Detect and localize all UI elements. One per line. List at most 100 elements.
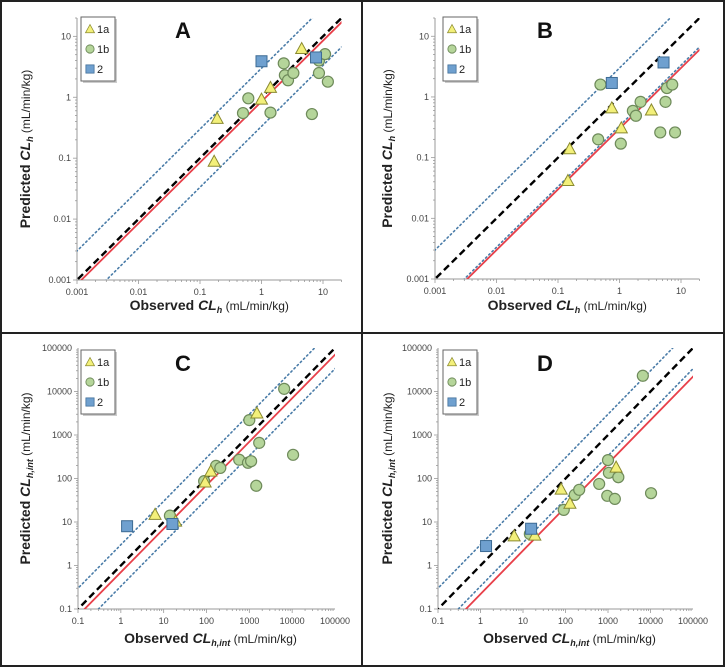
panel-d: 0.1 1 10 100 1000 10000 100000 0.1 1 10 100 1000 100… <box>379 343 708 648</box>
data-point-1a <box>207 154 222 167</box>
lower-fold-line <box>105 45 342 280</box>
x-tick-label: 10 <box>676 286 686 296</box>
data-point-1b <box>601 453 615 467</box>
x-tick-label: 0.1 <box>72 616 85 626</box>
upper-fold-line <box>78 348 316 590</box>
x-tick-label: 100000 <box>320 616 350 626</box>
unity-line <box>435 18 700 279</box>
data-point-1b <box>278 382 291 395</box>
data-point-1a <box>644 102 659 116</box>
y-tick-label: 10 <box>419 31 429 41</box>
x-tick-label: 0.001 <box>424 286 447 296</box>
y-axis-title: Predicted CLh (mL/min/kg) <box>17 70 35 229</box>
data-point-1b <box>594 78 607 91</box>
data-point-1a <box>562 141 577 155</box>
panel-divider-horizontal <box>0 332 725 334</box>
legend-label: 1b <box>459 377 471 389</box>
x-tick-label: 0.01 <box>130 287 148 297</box>
y-tick-label: 100 <box>57 474 72 484</box>
y-tick-label: 100000 <box>42 343 72 353</box>
triangle-icon <box>84 356 96 367</box>
legend-label: 1b <box>459 44 471 56</box>
circle-icon <box>447 44 457 54</box>
data-point-1b <box>242 92 255 105</box>
panel-label: D <box>537 351 553 376</box>
data-point-1b <box>654 126 667 139</box>
data-point-2 <box>310 51 323 64</box>
triangle-icon <box>446 356 458 367</box>
y-tick-label: 0.1 <box>419 604 432 614</box>
y-axis-title: Predicted CLh,int (mL/min/kg) <box>17 392 35 564</box>
data-point-1b <box>659 95 672 108</box>
data-point-1a <box>614 120 629 134</box>
lower-fold-line <box>97 367 335 609</box>
lower-fold-line <box>457 367 693 609</box>
y-axis-title: Predicted CLh (mL/min/kg) <box>379 69 397 228</box>
data-point-1a <box>148 507 162 520</box>
y-tick-label: 1000 <box>412 430 432 440</box>
data-point-1b <box>286 448 300 461</box>
legend-label: 2 <box>459 64 465 76</box>
data-point-1a <box>563 496 577 509</box>
data-point-1b <box>629 109 643 122</box>
triangle-icon <box>446 23 458 34</box>
data-point-1a <box>609 460 623 473</box>
data-point-2 <box>480 540 493 553</box>
regression-line <box>80 21 342 280</box>
x-tick-label: 1 <box>617 286 622 296</box>
legend-marker-1b <box>447 377 457 387</box>
x-tick-label: 1000 <box>598 616 618 626</box>
data-point-1a <box>507 528 522 542</box>
y-tick-label: 0.1 <box>59 604 72 614</box>
data-point-1b <box>636 369 649 382</box>
data-point-1b <box>608 492 621 505</box>
y-tick-label: 10 <box>422 517 432 527</box>
upper-fold-line <box>77 18 314 253</box>
x-tick-label: 0.01 <box>488 286 506 296</box>
data-point-1a <box>254 92 269 105</box>
data-point-2 <box>657 56 670 69</box>
y-tick-label: 1000 <box>52 430 72 440</box>
x-tick-label: 10 <box>318 287 328 297</box>
legend-label: 1a <box>459 357 472 369</box>
data-point-1b <box>236 106 250 120</box>
data-point-1a <box>561 173 575 186</box>
x-tick-label: 10 <box>518 616 528 626</box>
x-tick-label: 0.001 <box>66 287 89 297</box>
data-point-1a <box>210 111 224 124</box>
data-point-1b <box>250 479 263 492</box>
data-point-1b <box>634 95 647 108</box>
data-point-1b <box>644 487 658 500</box>
legend-marker-1b <box>85 44 95 54</box>
circle-icon <box>85 44 95 54</box>
y-tick-label: 10000 <box>47 387 72 397</box>
legend-label: 2 <box>97 397 103 409</box>
data-point-1a <box>604 100 619 114</box>
y-tick-label: 0.1 <box>58 153 71 163</box>
panel-a: 0.001 0.01 0.1 1 10 0.001 0.01 0.1 1 10 A 1a 1b 2 Obse… <box>17 16 342 315</box>
panel-c: 0.1 1 10 100 1000 10000 100000 0.1 1 10 100 1000 100… <box>17 343 350 648</box>
y-tick-label: 0.01 <box>411 213 429 223</box>
legend-label: 1a <box>97 357 110 369</box>
x-axis-title: Observed CLh,int (mL/min/kg) <box>483 630 656 648</box>
legend-marker-1a <box>446 23 458 34</box>
square-icon <box>85 397 95 407</box>
data-point-1b <box>592 133 605 146</box>
x-tick-label: 10000 <box>638 616 663 626</box>
data-point-1a <box>198 474 212 488</box>
legend-label: 2 <box>97 64 103 76</box>
y-tick-label: 1 <box>424 92 429 102</box>
x-tick-label: 100 <box>199 616 214 626</box>
y-tick-label: 0.001 <box>48 275 71 285</box>
x-axis-title: Observed CLh (mL/min/kg) <box>130 297 289 315</box>
legend-marker-1a <box>84 356 96 367</box>
unity-line <box>438 348 693 609</box>
data-point-1a <box>203 464 218 477</box>
y-tick-label: 0.001 <box>406 274 429 284</box>
lower-fold-line <box>463 45 700 279</box>
legend-marker-2 <box>447 397 457 407</box>
data-point-1b <box>668 126 682 139</box>
legend-marker-1a <box>446 356 458 367</box>
unity-line <box>77 18 342 280</box>
